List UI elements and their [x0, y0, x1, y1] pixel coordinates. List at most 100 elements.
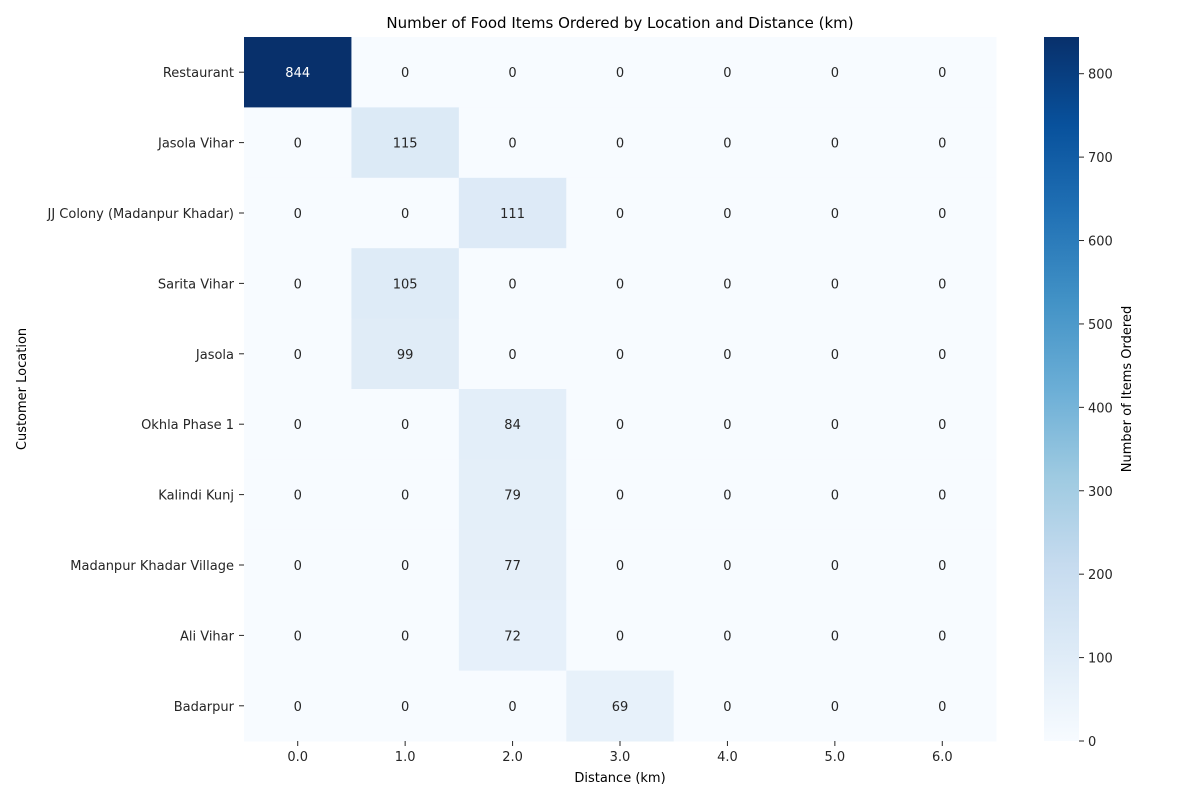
cell-value-label: 0: [938, 277, 946, 292]
cell-value-label: 0: [831, 66, 839, 81]
cell-value-label: 0: [831, 277, 839, 292]
x-tick-label: 5.0: [825, 750, 846, 765]
colorbar-tick-label: 700: [1088, 151, 1113, 166]
cell-value-label: 0: [723, 489, 731, 504]
heatmap-cell: [351, 670, 460, 742]
cell-value-label: 0: [938, 559, 946, 574]
y-tick-label: Restaurant: [163, 66, 234, 81]
cell-value-label: 0: [508, 700, 516, 715]
heatmap-cell: [351, 107, 460, 179]
heatmap-cell: [566, 318, 675, 390]
cell-value-label: 0: [723, 348, 731, 363]
cell-value-label: 0: [508, 137, 516, 152]
heatmap-cell: [244, 37, 352, 108]
heatmap-cells: [244, 37, 997, 742]
cell-value-label: 0: [938, 207, 946, 222]
heatmap-cell: [244, 670, 352, 742]
heatmap-cell: [244, 248, 352, 320]
cell-value-label: 0: [401, 418, 409, 433]
heatmap-cell: [888, 177, 997, 249]
heatmap-cell: [458, 529, 567, 601]
colorbar-tick-label: 300: [1088, 485, 1113, 500]
cell-value-label: 0: [616, 207, 624, 222]
cell-value-label: 84: [504, 418, 521, 433]
heatmap-cell: [673, 107, 782, 179]
heatmap-cell: [458, 600, 567, 672]
cell-value-label: 0: [294, 418, 302, 433]
y-tick-label: Madanpur Khadar Village: [70, 559, 234, 574]
cell-value-label: 0: [831, 489, 839, 504]
heatmap-cell: [351, 248, 460, 320]
x-axis-ticks: 0.0 1.0 2.0 3.0 4.0 5.0 6.0: [287, 741, 953, 765]
x-tick-label: 0.0: [287, 750, 308, 765]
cell-value-label: 0: [508, 277, 516, 292]
heatmap-cell: [888, 107, 997, 179]
heatmap-cell: [673, 318, 782, 390]
cell-value-label: 0: [723, 629, 731, 644]
heatmap-cell: [673, 670, 782, 742]
cell-value-label: 0: [831, 700, 839, 715]
cell-value-label: 0: [401, 700, 409, 715]
heatmap-cell: [244, 318, 352, 390]
cell-value-label: 0: [938, 418, 946, 433]
heatmap-cell: [781, 600, 890, 672]
cell-value-label: 0: [831, 629, 839, 644]
heatmap-cell: [244, 177, 352, 249]
cell-value-label: 0: [616, 348, 624, 363]
cell-value-label: 0: [294, 207, 302, 222]
heatmap-cell: [781, 248, 890, 320]
heatmap-cell: [351, 37, 460, 108]
cell-value-label: 0: [831, 137, 839, 152]
cell-value-label: 0: [831, 207, 839, 222]
cell-value-label: 0: [401, 489, 409, 504]
cell-value-label: 79: [504, 489, 521, 504]
heatmap-cell: [781, 37, 890, 108]
cell-value-label: 0: [723, 66, 731, 81]
y-axis-label: Customer Location: [15, 328, 30, 450]
heatmap-cell: [244, 459, 352, 531]
heatmap-cell: [566, 529, 675, 601]
cell-value-label: 0: [616, 277, 624, 292]
heatmap-cell: [458, 389, 567, 460]
colorbar-ticks: 0 100 200 300 400 500 600 700 800: [1079, 68, 1113, 750]
cell-value-label: 0: [723, 277, 731, 292]
cell-value-label: 0: [294, 348, 302, 363]
heatmap-cell: [458, 459, 567, 531]
cell-value-label: 0: [294, 137, 302, 152]
heatmap-cell: [673, 177, 782, 249]
colorbar-label: Number of Items Ordered: [1120, 306, 1135, 472]
cell-value-label: 0: [508, 66, 516, 81]
cell-value-label: 0: [831, 559, 839, 574]
heatmap-cell: [888, 459, 997, 531]
colorbar-tick-label: 800: [1088, 68, 1113, 83]
heatmap-cell: [781, 318, 890, 390]
cell-value-label: 0: [294, 559, 302, 574]
colorbar-tick-label: 500: [1088, 318, 1113, 333]
heatmap-cell: [351, 459, 460, 531]
colorbar-tick-label: 400: [1088, 401, 1113, 416]
heatmap-cell: [888, 37, 997, 108]
y-tick-label: Ali Vihar: [180, 629, 235, 644]
cell-value-label: 0: [938, 489, 946, 504]
heatmap-cell: [566, 107, 675, 179]
heatmap-cell: [566, 37, 675, 108]
cell-value-label: 72: [504, 629, 521, 644]
colorbar-tick-label: 600: [1088, 235, 1113, 250]
cell-value-label: 0: [616, 418, 624, 433]
colorbar-tick-label: 0: [1088, 735, 1096, 750]
cell-value-label: 0: [294, 277, 302, 292]
heatmap-cell: [351, 177, 460, 249]
heatmap-cell: [888, 529, 997, 601]
heatmap-cell: [458, 37, 567, 108]
heatmap-cell: [673, 529, 782, 601]
heatmap-cell: [458, 318, 567, 390]
cell-value-label: 0: [723, 137, 731, 152]
x-axis-label: Distance (km): [574, 771, 665, 786]
cell-value-label: 0: [723, 559, 731, 574]
x-tick-label: 6.0: [932, 750, 953, 765]
cell-value-label: 0: [294, 629, 302, 644]
x-tick-label: 1.0: [395, 750, 416, 765]
cell-value-label: 0: [401, 629, 409, 644]
heatmap-cell: [673, 459, 782, 531]
heatmap-cell: [781, 177, 890, 249]
